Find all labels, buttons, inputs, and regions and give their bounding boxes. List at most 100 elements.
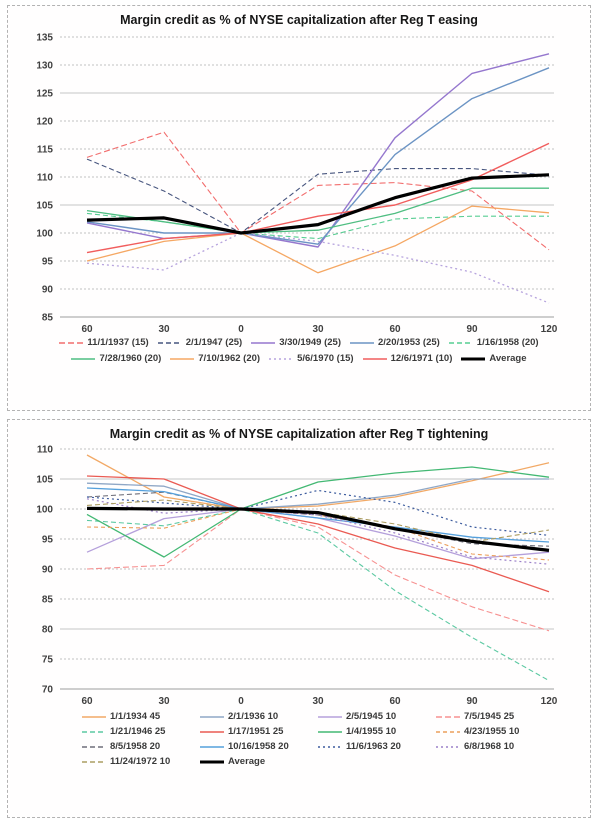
x-axis-tick-label: 30: [312, 696, 324, 707]
y-axis-tick-label: 80: [42, 625, 54, 636]
legend-item: 8/5/1958 20: [82, 741, 200, 752]
legend-label: 1/4/1955 10: [346, 726, 397, 737]
y-axis-tick-label: 95: [42, 535, 54, 546]
legend-item: 1/4/1955 10: [318, 726, 436, 737]
legend-label: 8/5/1958 20: [110, 741, 161, 752]
series-line: [86, 212, 549, 240]
legend-swatch: [269, 357, 294, 360]
series-line: [86, 173, 550, 235]
series-line: [86, 508, 550, 632]
y-axis-tick-label: 115: [37, 145, 54, 156]
series-line: [86, 187, 549, 234]
y-axis-tick-label: 110: [37, 173, 54, 184]
series-line: [86, 67, 550, 245]
legend-swatch: [200, 715, 224, 718]
legend-item: 1/21/1946 25: [82, 726, 200, 737]
legend-label: 11/6/1963 20: [346, 741, 401, 752]
legend-swatch: [200, 730, 224, 733]
series-line: [86, 475, 550, 593]
legend-label: 7/28/1960 (20): [99, 353, 162, 364]
series-line: [86, 142, 550, 254]
series-line: [86, 506, 550, 552]
legend-label: 7/5/1945 25: [464, 711, 515, 722]
legend-item: 7/5/1945 25: [436, 711, 554, 722]
legend-swatch: [436, 715, 460, 718]
y-axis-tick-label: 90: [42, 285, 54, 296]
legend-item: 11/6/1963 20: [318, 741, 436, 752]
legend-swatch: [251, 341, 276, 344]
legend-swatch: [436, 745, 460, 748]
legend-swatch: [318, 730, 342, 733]
legend-swatch: [170, 357, 195, 360]
series-line: [86, 232, 550, 304]
x-axis-tick-label: 0: [238, 696, 244, 707]
legend-item: 2/1/1947 (25): [157, 337, 243, 348]
legend-label: 2/1/1947 (25): [185, 337, 243, 348]
y-axis-tick-label: 85: [42, 313, 54, 324]
x-axis-tick-label: 30: [158, 324, 170, 335]
legend-item: 5/6/1970 (15): [269, 353, 354, 364]
legend-swatch: [82, 715, 106, 718]
legend-swatch: [350, 341, 374, 344]
x-axis-tick-label: 60: [389, 696, 401, 707]
series-line: [86, 487, 550, 543]
legend-item: 4/23/1955 10: [436, 726, 554, 737]
legend-swatch: [362, 357, 387, 360]
legend-item: 2/20/1953 (25): [350, 337, 440, 348]
plot-area-easing: 135 130 125 120 115 110 105 100 95 90 85 60 30 0 30 60 9…: [36, 33, 557, 336]
x-axis-tick-label: 90: [466, 696, 478, 707]
legend-swatch: [318, 745, 342, 748]
y-axis-tick-label: 105: [36, 201, 53, 212]
legend-swatch: [71, 357, 96, 360]
chart-title-tightening: Margin credit as % of NYSE capitalizatio…: [109, 427, 489, 441]
legend-label: 11/24/1972 10: [110, 756, 171, 767]
y-axis-tick-label: 100: [36, 505, 53, 516]
legend-item: 7/10/1962 (20): [170, 353, 260, 364]
y-axis-tick-label: 125: [36, 89, 53, 100]
legend-tightening: 1/1/1934 45 2/1/1936 10 2/5/1945 10 7/5/194…: [8, 709, 590, 767]
series-line: [86, 508, 550, 682]
legend-swatch: [200, 745, 224, 748]
legend-swatch: [436, 730, 460, 733]
plot-area-tightening: 110 105 100 95 90 85 80 75 70 60 30 0 30 60 90 120: [36, 445, 558, 708]
legend-swatch: [448, 341, 473, 344]
legend-label: 2/5/1945 10: [346, 711, 397, 722]
legend-swatch: [461, 357, 486, 360]
legend-label: 1/17/1951 25: [228, 726, 284, 737]
legend-swatch: [318, 715, 342, 718]
legend-label: Average: [489, 353, 527, 364]
series-line: [86, 466, 550, 558]
legend-item: 10/16/1958 20: [200, 741, 318, 752]
legend-label: Average: [228, 756, 266, 767]
y-axis-tick-label: 90: [42, 565, 54, 576]
legend-item: Average: [461, 353, 527, 364]
series-line: [86, 454, 550, 510]
y-axis-tick-label: 85: [42, 595, 54, 606]
legend-label: 2/20/1953 (25): [378, 337, 440, 348]
legend-label: 12/6/1971 (10): [390, 353, 453, 364]
series-line: [86, 205, 550, 274]
series-line: [86, 491, 550, 547]
legend-swatch: [82, 745, 106, 748]
legend-item: 12/6/1971 (10): [362, 353, 453, 364]
x-axis-tick-label: 60: [389, 324, 401, 335]
legend-label: 1/1/1934 45: [110, 711, 161, 722]
x-axis-tick-label: 120: [541, 696, 558, 707]
legend-label: 6/8/1968 10: [464, 741, 515, 752]
x-axis-tick-label: 0: [238, 324, 244, 335]
legend-item: 11/1/1937 (15): [59, 337, 149, 348]
legend-item: 2/1/1936 10: [200, 711, 318, 722]
legend-label: 1/16/1958 (20): [476, 337, 539, 348]
y-axis-tick-label: 105: [36, 475, 53, 486]
legend-easing: 11/1/1937 (15) 2/1/1947 (25) 3/30/1949 (25…: [8, 335, 590, 364]
legend-item: 1/17/1951 25: [200, 726, 318, 737]
legend-label: 5/6/1970 (15): [297, 353, 354, 364]
legend-item: 3/30/1949 (25): [251, 337, 341, 348]
legend-item: 7/28/1960 (20): [71, 353, 161, 364]
y-axis-tick-label: 135: [36, 33, 53, 44]
legend-label: 11/1/1937 (15): [87, 337, 149, 348]
legend-swatch: [82, 730, 106, 733]
y-axis-tick-label: 100: [36, 229, 53, 240]
legend-label: 3/30/1949 (25): [279, 337, 341, 348]
